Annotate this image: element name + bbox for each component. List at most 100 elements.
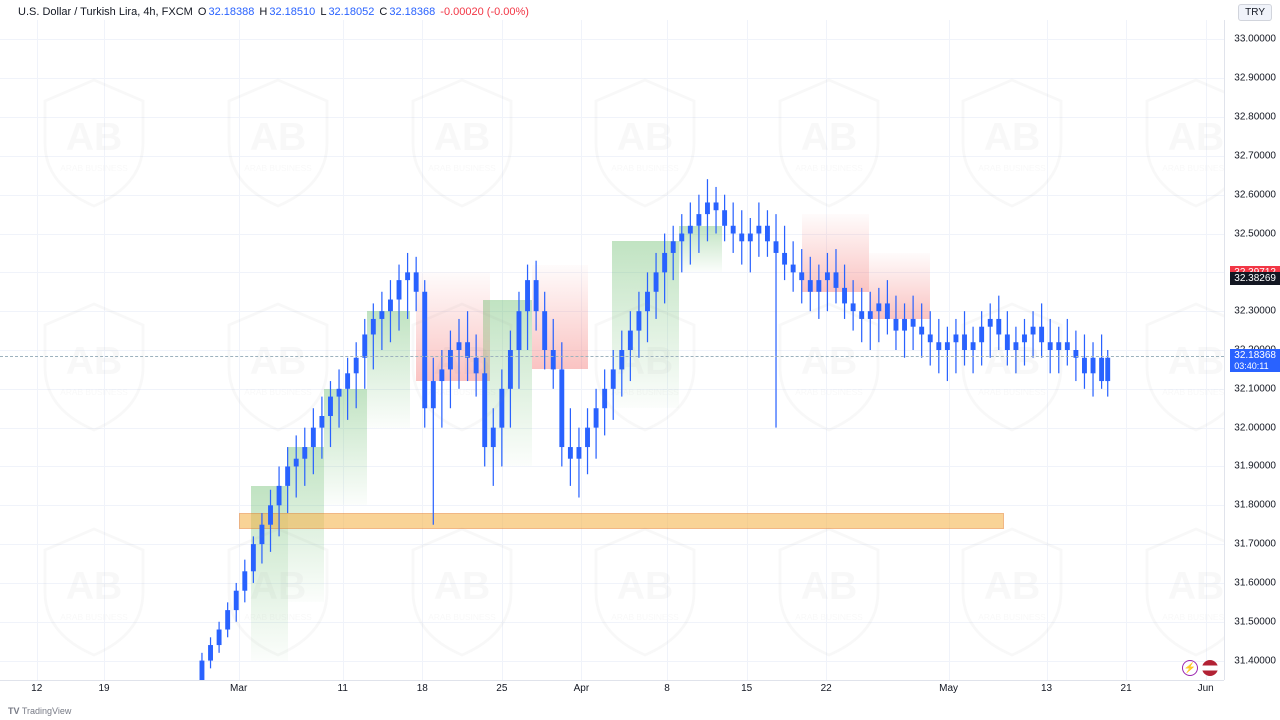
svg-text:ARAB BUSINESS: ARAB BUSINESS	[61, 387, 129, 397]
y-axis-label: 32.30000	[1234, 306, 1276, 317]
x-axis-label: Mar	[230, 683, 247, 694]
high-label: H	[259, 6, 267, 18]
x-axis-label: 11	[338, 683, 348, 694]
attribution-text: TradingView	[22, 706, 72, 716]
svg-text:ARAB BUSINESS: ARAB BUSINESS	[612, 387, 680, 397]
y-axis-label: 31.80000	[1234, 500, 1276, 511]
y-axis-label: 32.00000	[1234, 422, 1276, 433]
watermark-logo: AB ARAB BUSINESS	[24, 522, 164, 662]
current-price-line	[0, 356, 1224, 357]
svg-text:ARAB BUSINESS: ARAB BUSINESS	[244, 387, 312, 397]
svg-text:AB: AB	[433, 340, 490, 383]
watermark-logo: AB ARAB BUSINESS	[942, 73, 1082, 213]
svg-text:AB: AB	[250, 116, 307, 159]
y-axis-label: 31.90000	[1234, 461, 1276, 472]
svg-text:ARAB BUSINESS: ARAB BUSINESS	[61, 163, 129, 173]
watermark-logo: AB ARAB BUSINESS	[24, 73, 164, 213]
x-axis-label: 15	[741, 683, 752, 694]
price-tag: 32.38269	[1230, 272, 1280, 285]
svg-text:AB: AB	[1168, 565, 1224, 608]
open-value: 32.18388	[208, 6, 254, 18]
y-axis-label: 32.60000	[1234, 189, 1276, 200]
x-axis-label: 22	[821, 683, 832, 694]
flag-icon[interactable]	[1202, 660, 1218, 676]
svg-text:AB: AB	[617, 340, 674, 383]
watermark-logo: ABARAB BUSINESS	[942, 297, 1082, 437]
svg-text:ARAB BUSINESS: ARAB BUSINESS	[1162, 387, 1224, 397]
svg-text:ARAB BUSINESS: ARAB BUSINESS	[979, 387, 1047, 397]
watermark-logo: AB ARAB BUSINESS	[208, 73, 348, 213]
y-axis-label: 32.80000	[1234, 112, 1276, 123]
watermark-logo: AB ARAB BUSINESS	[575, 73, 715, 213]
close-value: 32.18368	[389, 6, 435, 18]
low-value: 32.18052	[328, 6, 374, 18]
ohlc-block: O32.18388 H32.18510 L32.18052 C32.18368 …	[196, 6, 529, 18]
svg-text:AB: AB	[250, 565, 307, 608]
svg-text:ARAB BUSINESS: ARAB BUSINESS	[979, 163, 1047, 173]
svg-text:ARAB BUSINESS: ARAB BUSINESS	[428, 387, 496, 397]
svg-text:AB: AB	[984, 116, 1041, 159]
y-axis-label: 32.50000	[1234, 228, 1276, 239]
currency-badge[interactable]: TRY	[1238, 4, 1272, 21]
y-axis-label: 31.40000	[1234, 655, 1276, 666]
watermark-logo: ABARAB BUSINESS	[24, 297, 164, 437]
svg-text:ARAB BUSINESS: ARAB BUSINESS	[428, 163, 496, 173]
change-value: -0.00020 (-0.00%)	[440, 6, 529, 18]
watermark-logo: ABARAB BUSINESS	[759, 522, 899, 662]
close-label: C	[379, 6, 387, 18]
watermark-logo: ABARAB BUSINESS	[392, 522, 532, 662]
high-value: 32.18510	[269, 6, 315, 18]
watermark-logo: ABARAB BUSINESS	[759, 297, 899, 437]
watermark-logo: ABARAB BUSINESS	[759, 73, 899, 213]
svg-text:ARAB BUSINESS: ARAB BUSINESS	[61, 612, 129, 622]
svg-text:ARAB BUSINESS: ARAB BUSINESS	[612, 163, 680, 173]
x-axis-label: 18	[417, 683, 428, 694]
svg-text:AB: AB	[66, 116, 123, 159]
y-axis-label: 31.60000	[1234, 577, 1276, 588]
chart-container: U.S. Dollar / Turkish Lira, 4h, FXCM O32…	[0, 0, 1280, 720]
svg-text:ARAB BUSINESS: ARAB BUSINESS	[979, 612, 1047, 622]
alert-icon[interactable]: ⚡	[1182, 660, 1198, 676]
x-axis-label: 25	[496, 683, 507, 694]
x-axis-label: 12	[31, 683, 42, 694]
svg-text:ARAB BUSINESS: ARAB BUSINESS	[244, 163, 312, 173]
svg-text:ARAB BUSINESS: ARAB BUSINESS	[244, 612, 312, 622]
watermark-logo: AB ARAB BUSINESS	[208, 522, 348, 662]
plot-area[interactable]: AB ARAB BUSINESS AB ARAB BUSINESS AB ARAB BUS…	[0, 20, 1224, 680]
symbol-label: U.S. Dollar / Turkish Lira, 4h, FXCM	[18, 6, 193, 18]
svg-text:AB: AB	[433, 565, 490, 608]
y-axis-label: 33.00000	[1234, 34, 1276, 45]
y-axis-label: 31.50000	[1234, 616, 1276, 627]
svg-text:ARAB BUSINESS: ARAB BUSINESS	[795, 387, 863, 397]
y-axis[interactable]: 33.0000032.9000032.8000032.7000032.60000…	[1224, 20, 1280, 680]
svg-text:AB: AB	[801, 116, 858, 159]
y-axis-label: 32.90000	[1234, 73, 1276, 84]
svg-text:ARAB BUSINESS: ARAB BUSINESS	[1162, 163, 1224, 173]
svg-text:AB: AB	[250, 340, 307, 383]
x-axis[interactable]: 1219Mar111825Apr81522May1321Jun	[0, 680, 1224, 700]
watermark-logo: AB ARAB BUSINESS	[575, 522, 715, 662]
x-axis-label: 19	[98, 683, 109, 694]
chart-badges: ⚡	[1182, 660, 1218, 676]
watermark-logo: AB ARAB BUSINESS	[392, 297, 532, 437]
chart-header: U.S. Dollar / Turkish Lira, 4h, FXCM O32…	[18, 6, 529, 18]
svg-text:AB: AB	[1168, 116, 1224, 159]
svg-text:ARAB BUSINESS: ARAB BUSINESS	[1162, 612, 1224, 622]
svg-text:AB: AB	[1168, 340, 1224, 383]
x-axis-label: Jun	[1198, 683, 1214, 694]
svg-text:AB: AB	[984, 565, 1041, 608]
watermark-logo: ABARAB BUSINESS	[392, 73, 532, 213]
svg-text:AB: AB	[617, 565, 674, 608]
x-axis-label: May	[939, 683, 958, 694]
svg-text:ARAB BUSINESS: ARAB BUSINESS	[612, 612, 680, 622]
svg-text:AB: AB	[66, 565, 123, 608]
x-axis-label: 8	[664, 683, 670, 694]
svg-text:AB: AB	[617, 116, 674, 159]
watermark-logo: AB ARAB BUSINESS	[208, 297, 348, 437]
y-axis-label: 32.10000	[1234, 383, 1276, 394]
low-label: L	[320, 6, 326, 18]
price-tag: 32.1836803:40:11	[1230, 349, 1280, 372]
watermark-logo: AB ARAB BUSINESS	[575, 297, 715, 437]
watermark-logo: AB ARAB BUSINESS	[942, 522, 1082, 662]
attribution: TV TradingView	[8, 706, 71, 716]
